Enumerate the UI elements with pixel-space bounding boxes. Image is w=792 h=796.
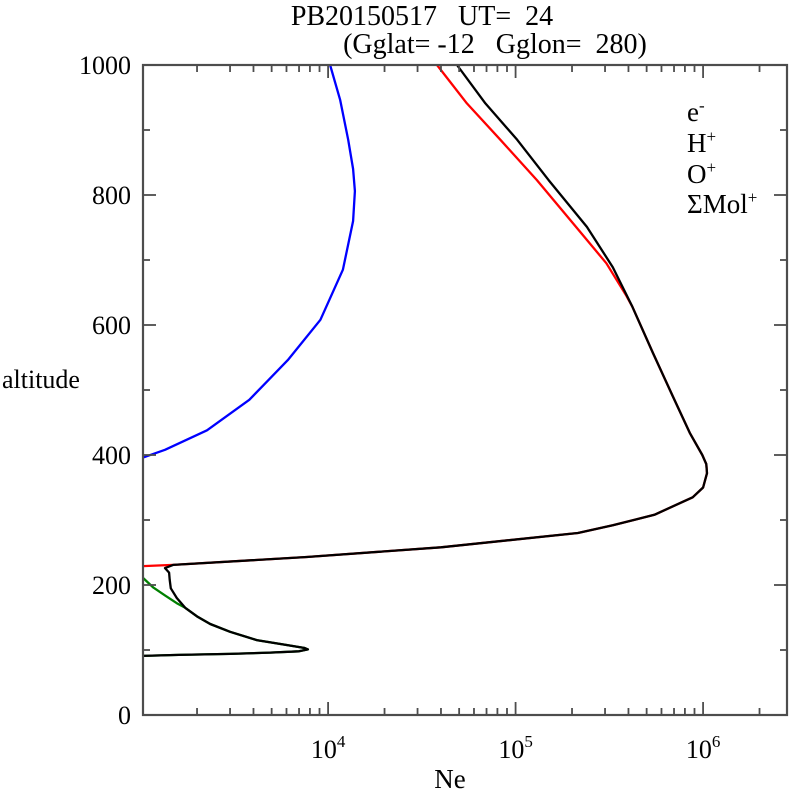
axis-ticks: [143, 64, 787, 716]
y-tick-label: 0: [118, 701, 131, 730]
x-tick-label: 105: [498, 732, 533, 764]
legend: e-H+O+ΣMol+: [687, 96, 757, 219]
series-electron: [142, 64, 709, 658]
series-o-plus: [142, 64, 709, 568]
y-tick-label: 1000: [79, 51, 131, 80]
y-tick-label: 400: [92, 441, 131, 470]
y-tick-labels: 0 200 400 600 800 1000: [79, 51, 131, 730]
x-tick-label: 106: [686, 732, 721, 764]
legend-item: H+: [687, 127, 716, 158]
x-tick-labels: 104 105 106: [311, 732, 720, 764]
chart-title: PB20150517 UT= 24: [291, 1, 553, 32]
chart-subtitle: (Gglat= -12 Gglon= 280): [343, 29, 647, 60]
x-axis-label: Ne: [434, 764, 465, 794]
legend-item: e-: [687, 96, 705, 127]
legend-item: O+: [687, 158, 716, 189]
series-lines: [142, 64, 709, 658]
x-tick-label: 104: [311, 732, 346, 764]
y-tick-label: 600: [92, 311, 131, 340]
legend-item: ΣMol+: [687, 188, 757, 219]
y-axis-label: altitude: [2, 365, 80, 394]
series-h-plus: [142, 64, 357, 459]
y-tick-label: 200: [92, 571, 131, 600]
y-tick-label: 800: [92, 181, 131, 210]
